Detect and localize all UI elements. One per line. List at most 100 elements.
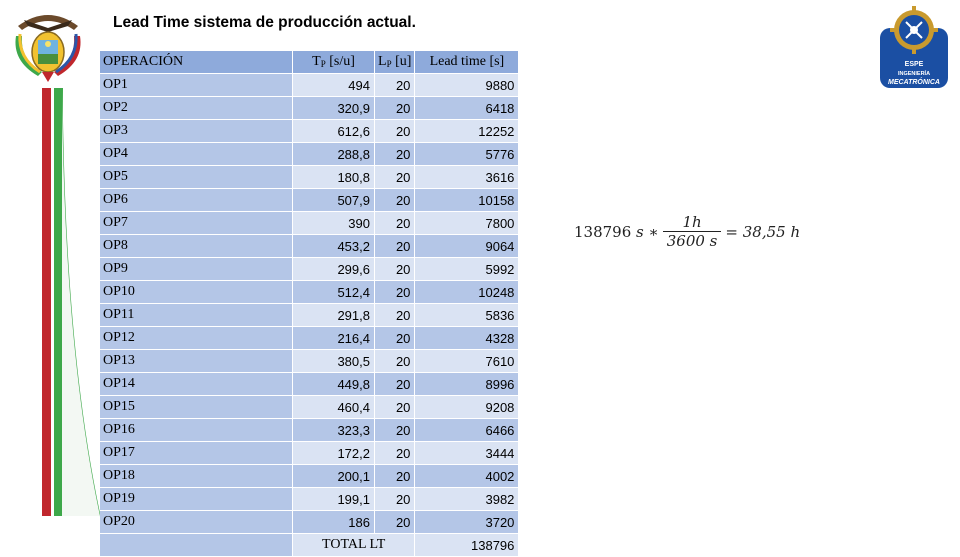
lead-time-cell: 4002	[414, 464, 520, 488]
lead-time-cell: 10248	[414, 280, 520, 304]
decorative-curve	[61, 88, 101, 517]
operation-cell: OP16	[100, 418, 293, 442]
table-row: OP10 512,4 20 10248	[100, 280, 520, 304]
header-operacion: OPERACIÓN	[100, 51, 293, 74]
operation-cell: OP1	[100, 73, 293, 97]
lead-time-cell: 3720	[414, 510, 520, 534]
table-row: OP3 612,6 20 12252	[100, 119, 520, 143]
lead-time-table: OPERACIÓN TP [s/u] LP [u] Lead time [s] …	[100, 51, 520, 557]
tp-cell: 494	[292, 73, 375, 97]
formula-value: 138796	[574, 222, 632, 241]
tp-cell: 291,8	[292, 303, 375, 327]
lp-cell: 20	[374, 73, 416, 97]
lead-time-cell: 9880	[414, 73, 520, 97]
formula-result: 38,55 h	[742, 222, 801, 241]
espe-mecatronica-logo-icon: ESPE INGENIERÍA MECATRÓNICA	[880, 6, 948, 88]
formula-numerator: 1h	[682, 213, 702, 231]
table-row: OP6 507,9 20 10158	[100, 188, 520, 212]
operation-cell: OP5	[100, 165, 293, 189]
table-row: OP15 460,4 20 9208	[100, 395, 520, 419]
lead-time-cell: 3616	[414, 165, 520, 189]
tp-cell: 507,9	[292, 188, 375, 212]
lead-time-cell: 7800	[414, 211, 520, 235]
lead-time-cell: 6466	[414, 418, 520, 442]
lead-time-cell: 7610	[414, 349, 520, 373]
lead-time-cell: 3982	[414, 487, 520, 511]
lp-cell: 20	[374, 142, 416, 166]
lp-cell: 20	[374, 234, 416, 258]
tp-cell: 172,2	[292, 441, 375, 465]
logo-mecatronica-text: MECATRÓNICA	[888, 77, 940, 86]
total-label: TOTAL LT	[292, 533, 416, 557]
tp-cell: 612,6	[292, 119, 375, 143]
table-row: OP4 288,8 20 5776	[100, 142, 520, 166]
tp-cell: 390	[292, 211, 375, 235]
lp-cell: 20	[374, 165, 416, 189]
operation-cell: OP6	[100, 188, 293, 212]
lp-cell: 20	[374, 441, 416, 465]
tp-cell: 299,6	[292, 257, 375, 281]
table-row: OP1 494 20 9880	[100, 73, 520, 97]
table-row: OP17 172,2 20 3444	[100, 441, 520, 465]
header-lead-time: Lead time [s]	[414, 51, 520, 74]
lead-time-cell: 3444	[414, 441, 520, 465]
lp-cell: 20	[374, 96, 416, 120]
operation-cell: OP9	[100, 257, 293, 281]
red-stripe	[42, 88, 51, 516]
lead-time-cell: 6418	[414, 96, 520, 120]
lead-time-cell: 12252	[414, 119, 520, 143]
lead-time-cell: 8996	[414, 372, 520, 396]
table-row: OP19 199,1 20 3982	[100, 487, 520, 511]
operation-cell: OP12	[100, 326, 293, 350]
table-row: OP12 216,4 20 4328	[100, 326, 520, 350]
table-row: OP14 449,8 20 8996	[100, 372, 520, 396]
tp-cell: 460,4	[292, 395, 375, 419]
formula-times: ∗	[648, 222, 659, 241]
operation-cell: OP19	[100, 487, 293, 511]
operation-cell: OP13	[100, 349, 293, 373]
table-row: OP11 291,8 20 5836	[100, 303, 520, 327]
tp-cell: 453,2	[292, 234, 375, 258]
lp-cell: 20	[374, 349, 416, 373]
lp-cell: 20	[374, 464, 416, 488]
total-value: 138796	[414, 533, 520, 557]
ecuador-coat-of-arms-icon	[15, 15, 81, 82]
operation-cell: OP14	[100, 372, 293, 396]
lead-time-cell: 9208	[414, 395, 520, 419]
table-row: OP9 299,6 20 5992	[100, 257, 520, 281]
logo-espe-text: ESPE	[905, 61, 924, 68]
conversion-formula: 138796 s ∗ 1h 3600 s = 38,55 h	[574, 213, 800, 250]
operation-cell: OP3	[100, 119, 293, 143]
lead-time-cell: 4328	[414, 326, 520, 350]
formula-equals: =	[725, 222, 738, 241]
formula-unit: s	[636, 222, 644, 241]
tp-cell: 186	[292, 510, 375, 534]
table-row: OP5 180,8 20 3616	[100, 165, 520, 189]
operation-cell: OP10	[100, 280, 293, 304]
tp-cell: 449,8	[292, 372, 375, 396]
table-row: OP2 320,9 20 6418	[100, 96, 520, 120]
operation-cell: OP7	[100, 211, 293, 235]
total-row: TOTAL LT 138796	[100, 533, 520, 557]
lead-time-cell: 5836	[414, 303, 520, 327]
slide-title: Lead Time sistema de producción actual.	[113, 14, 416, 31]
tp-cell: 320,9	[292, 96, 375, 120]
table-row: OP20 186 20 3720	[100, 510, 520, 534]
table-row: OP16 323,3 20 6466	[100, 418, 520, 442]
green-stripe	[54, 88, 63, 516]
lp-cell: 20	[374, 487, 416, 511]
lp-cell: 20	[374, 326, 416, 350]
tp-cell: 216,4	[292, 326, 375, 350]
operation-cell: OP11	[100, 303, 293, 327]
white-stripe	[51, 88, 54, 516]
operation-cell: OP8	[100, 234, 293, 258]
operation-cell: OP4	[100, 142, 293, 166]
table-header-row: OPERACIÓN TP [s/u] LP [u] Lead time [s]	[100, 51, 520, 74]
lead-time-cell: 9064	[414, 234, 520, 258]
tp-cell: 380,5	[292, 349, 375, 373]
table-row: OP18 200,1 20 4002	[100, 464, 520, 488]
tp-cell: 199,1	[292, 487, 375, 511]
table-row: OP13 380,5 20 7610	[100, 349, 520, 373]
lp-cell: 20	[374, 188, 416, 212]
formula-fraction: 1h 3600 s	[662, 213, 722, 250]
